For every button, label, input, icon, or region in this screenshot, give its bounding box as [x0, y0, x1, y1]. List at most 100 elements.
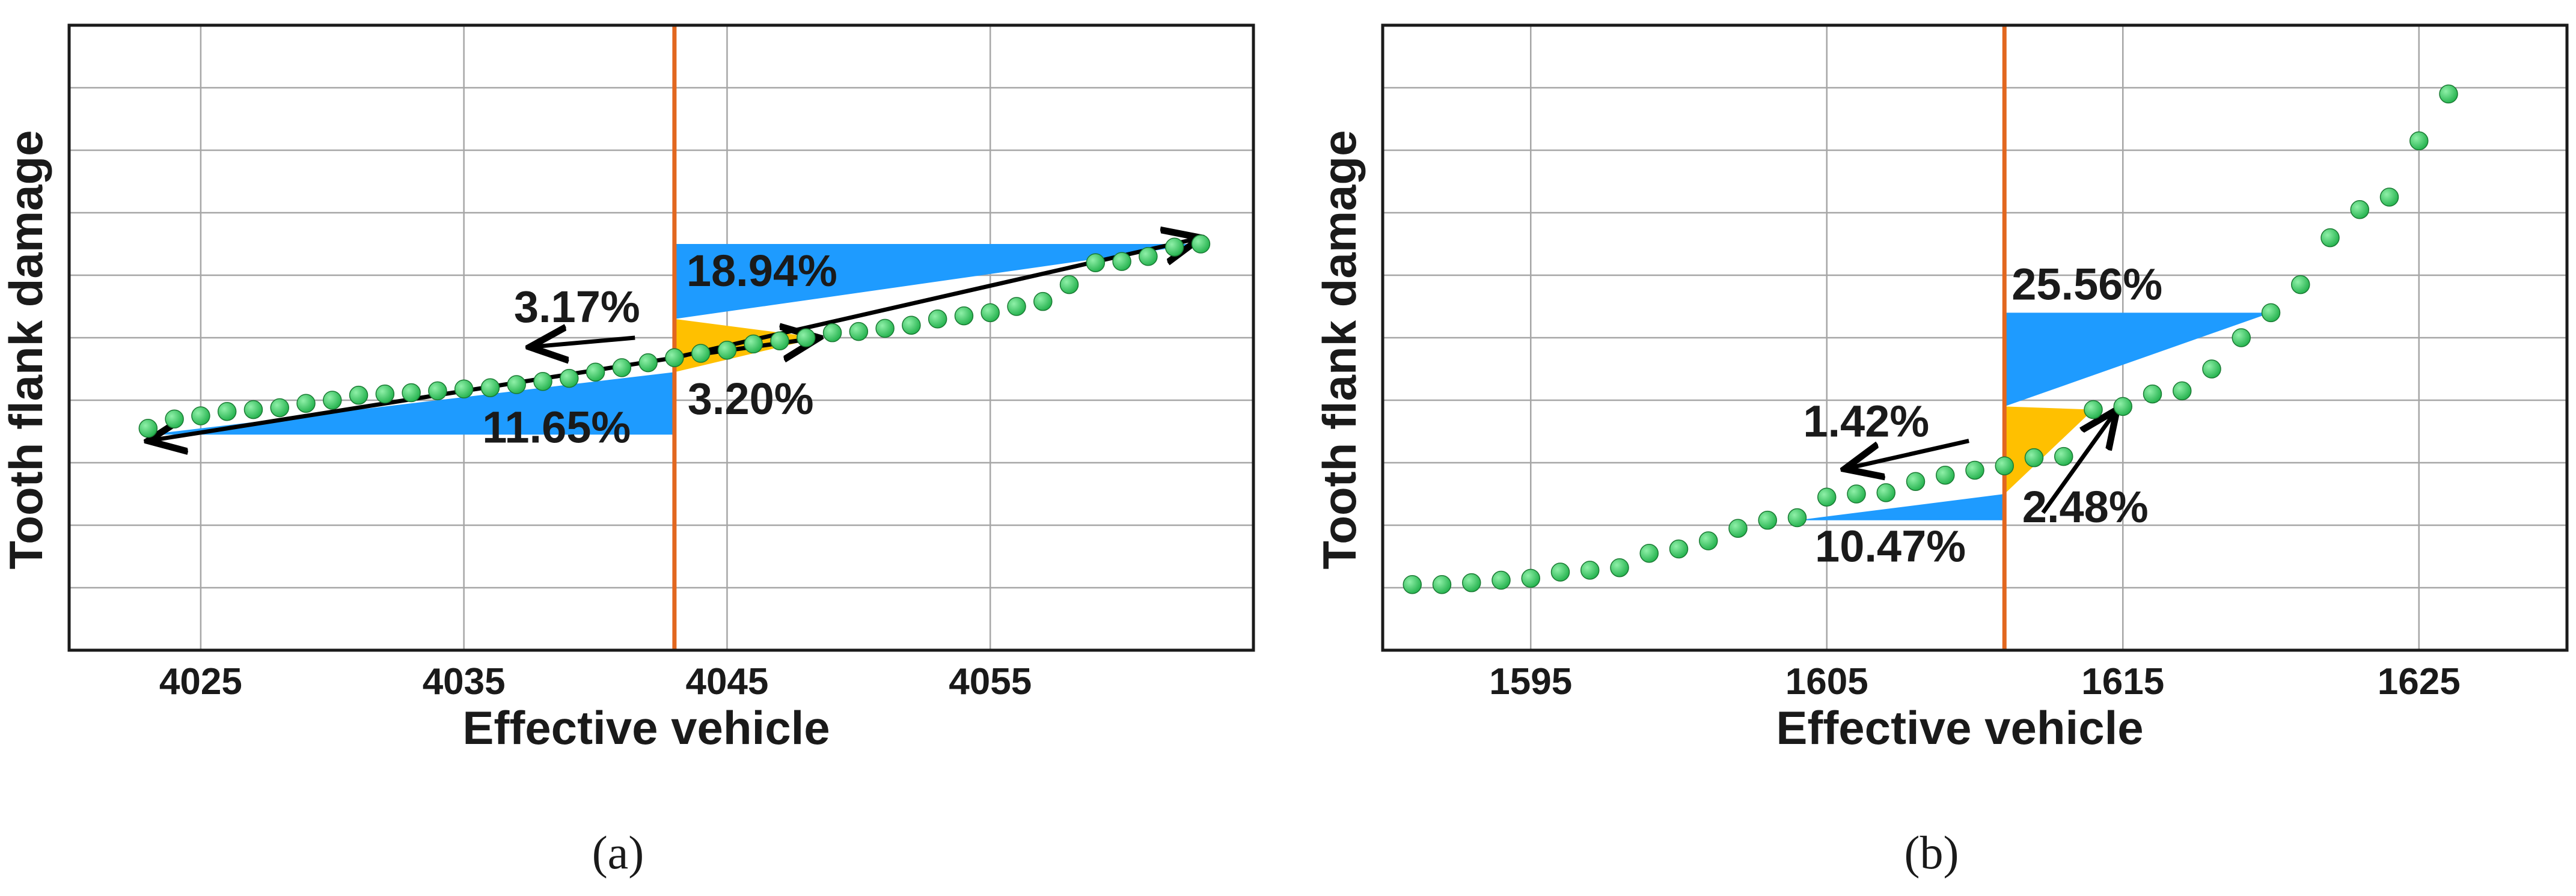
data-point — [1965, 460, 1984, 480]
data-point — [612, 358, 632, 377]
data-point — [1610, 558, 1629, 578]
data-point — [454, 379, 474, 399]
panel-a-annotation-3-20: 3.20% — [688, 374, 814, 424]
x-tick-label: 1615 — [2081, 661, 2164, 702]
panel-b-y-axis-title: Tooth flank damage — [1313, 130, 1366, 570]
x-tick-label: 4025 — [159, 661, 242, 702]
data-point — [1521, 568, 1540, 588]
panel-b-annotation-1-42: 1.42% — [1803, 396, 1929, 446]
data-point — [1995, 456, 2014, 475]
panel-b-plot-frame — [1381, 23, 2569, 652]
data-point — [1906, 472, 1926, 491]
data-point — [822, 323, 842, 343]
panel-a-y-axis-title: Tooth flank damage — [0, 130, 52, 570]
data-point — [560, 368, 579, 388]
data-point — [296, 394, 316, 413]
upper-blue-region — [674, 244, 1201, 319]
data-point — [2143, 384, 2162, 404]
data-point — [1758, 510, 1777, 530]
yellow-region — [2004, 406, 2093, 494]
data-point — [217, 401, 237, 421]
data-point — [1669, 539, 1689, 559]
data-point — [744, 334, 763, 354]
panel-a-annotation-11-65: 11.65% — [482, 403, 631, 453]
data-point — [638, 353, 658, 373]
data-point — [981, 303, 1000, 323]
data-point — [1699, 531, 1718, 550]
data-point — [1787, 508, 1807, 528]
data-point — [2113, 397, 2132, 416]
data-point — [165, 409, 184, 428]
panel-b-regions — [1797, 312, 2271, 520]
data-point — [1462, 573, 1481, 593]
data-point — [1086, 253, 1106, 272]
panel-a-annotation-18-94: 18.94% — [687, 246, 837, 296]
data-point — [2409, 131, 2429, 151]
data-point — [1847, 484, 1866, 504]
panel-b-points — [1403, 84, 2458, 594]
panel-a-grid — [69, 25, 1253, 650]
data-point — [2321, 228, 2340, 248]
panel-b-annotation-10-47: 10.47% — [1815, 521, 1966, 571]
panel-b-x-axis-title: Effective vehicle — [1776, 701, 2143, 754]
data-point — [2291, 275, 2310, 294]
panel-b-annotation-25-56: 25.56% — [2012, 259, 2162, 309]
data-point — [2024, 448, 2044, 468]
data-point — [928, 309, 947, 329]
data-point — [2054, 446, 2073, 466]
panel-a-annotation-3-17: 3.17% — [514, 282, 640, 332]
data-point — [402, 383, 421, 403]
data-point — [1936, 466, 1955, 485]
data-point — [507, 375, 526, 394]
upper-blue-region — [2004, 312, 2271, 407]
data-point — [1033, 291, 1053, 311]
data-point — [665, 348, 684, 368]
data-point — [691, 344, 711, 363]
data-point — [2379, 187, 2399, 207]
panel-b-x-ticks: 1595 1605 1615 1625 — [1489, 661, 2460, 702]
data-point — [2084, 400, 2103, 419]
panel-b: 1595 1605 1615 1625 Effective vehicle Tooth… — [1313, 23, 2569, 879]
x-tick-label: 1625 — [2378, 661, 2461, 702]
data-point — [270, 398, 289, 418]
data-point — [2202, 359, 2221, 379]
lower-blue-region — [1797, 494, 2005, 520]
data-point — [375, 384, 395, 404]
data-point — [533, 372, 552, 391]
data-point — [1007, 297, 1026, 316]
data-point — [1728, 519, 1748, 538]
data-point — [2232, 328, 2251, 347]
x-tick-label: 1605 — [1785, 661, 1868, 702]
panel-b-annotation-2-48: 2.48% — [2022, 482, 2149, 532]
data-point — [1403, 575, 1422, 594]
panel-a-label: (a) — [592, 826, 644, 879]
arrow-1 — [674, 238, 1201, 360]
data-point — [954, 306, 974, 326]
data-point — [717, 341, 737, 360]
data-point — [2439, 84, 2458, 104]
data-point — [349, 385, 369, 405]
data-point — [243, 400, 263, 419]
data-point — [586, 362, 605, 382]
data-point — [428, 381, 447, 401]
panel-b-label: (b) — [1904, 826, 1959, 879]
data-point — [1432, 575, 1452, 594]
data-point — [323, 391, 342, 410]
arrow-1 — [1844, 439, 1969, 469]
data-point — [1580, 561, 1600, 580]
x-tick-label: 1595 — [1489, 661, 1572, 702]
panel-a-x-ticks: 4025 4035 4045 4055 — [159, 661, 1032, 702]
data-point — [849, 322, 869, 341]
data-point — [1139, 247, 1158, 266]
data-point — [1164, 237, 1184, 257]
x-tick-label: 4035 — [423, 661, 506, 702]
data-point — [875, 318, 895, 338]
data-point — [2173, 381, 2192, 401]
data-point — [1550, 562, 1570, 582]
data-point — [1059, 275, 1079, 294]
data-point — [797, 328, 816, 347]
panel-b-arrows — [1844, 410, 2117, 514]
data-point — [1112, 252, 1131, 271]
panel-a-points — [138, 234, 1211, 438]
data-point — [480, 378, 500, 397]
